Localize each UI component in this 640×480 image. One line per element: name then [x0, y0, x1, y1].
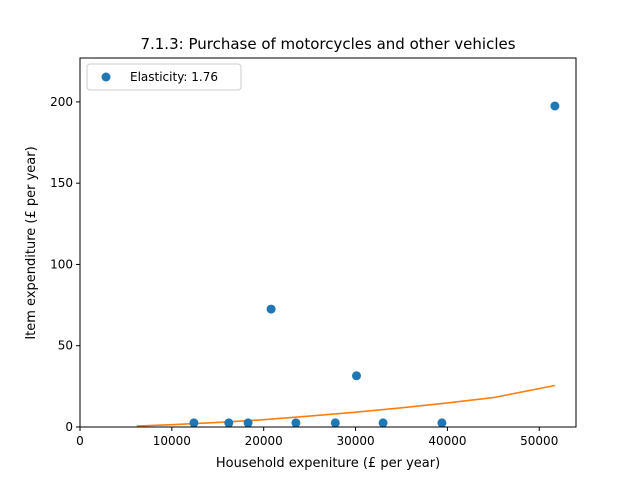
data-point	[437, 418, 447, 427]
y-tick-label: 150	[50, 176, 73, 190]
x-tick-label: 50000	[520, 434, 558, 448]
plot-area: 0 10000 20000 30000 40000 50000 0 50 100 150 200 El…	[50, 57, 577, 448]
y-tick-label: 200	[50, 95, 73, 109]
data-point	[224, 418, 234, 427]
y-tick-label: 0	[65, 420, 73, 434]
x-tick-label: 30000	[336, 434, 374, 448]
legend-label: Elasticity: 1.76	[130, 70, 218, 84]
x-tick-label: 10000	[153, 434, 191, 448]
x-tick-label: 40000	[428, 434, 466, 448]
data-point	[330, 418, 340, 427]
plot-frame	[79, 57, 577, 428]
y-axis-label: Item expenditure (£ per year)	[24, 146, 39, 339]
data-point	[243, 418, 253, 427]
legend: Elasticity: 1.76	[86, 63, 242, 91]
x-axis-label: Household expeniture (£ per year)	[216, 456, 440, 471]
legend-box	[86, 63, 242, 91]
y-tick-label: 50	[58, 339, 73, 353]
y-tick-label: 100	[50, 257, 73, 271]
data-point	[550, 101, 560, 111]
data-point	[189, 418, 199, 427]
data-point	[378, 418, 388, 427]
x-tick-label: 0	[76, 434, 84, 448]
series-group	[136, 101, 560, 427]
legend-marker	[101, 72, 111, 82]
data-point	[291, 418, 301, 427]
x-tick-label: 20000	[245, 434, 283, 448]
chart-title: 7.1.3: Purchase of motorcycles and other…	[140, 35, 515, 53]
data-point	[352, 371, 361, 381]
data-point	[266, 304, 276, 314]
